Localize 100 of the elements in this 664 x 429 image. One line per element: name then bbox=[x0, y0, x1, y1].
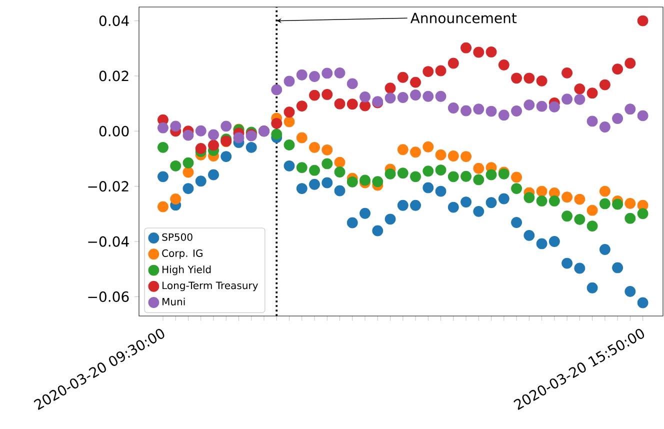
point bbox=[384, 214, 396, 225]
point bbox=[182, 157, 194, 168]
point bbox=[599, 244, 610, 255]
point bbox=[435, 149, 446, 160]
point bbox=[397, 72, 408, 83]
point bbox=[410, 171, 421, 182]
point bbox=[548, 101, 560, 112]
point bbox=[346, 98, 358, 110]
point bbox=[322, 177, 333, 188]
point bbox=[637, 297, 648, 308]
point bbox=[422, 141, 434, 152]
point bbox=[182, 130, 194, 141]
point bbox=[574, 194, 586, 205]
point bbox=[586, 282, 598, 294]
point bbox=[536, 100, 548, 112]
point bbox=[460, 170, 472, 182]
point bbox=[410, 146, 421, 158]
point bbox=[195, 143, 206, 154]
point bbox=[309, 164, 320, 176]
point bbox=[536, 75, 548, 86]
point bbox=[486, 197, 497, 208]
point bbox=[448, 171, 459, 182]
point bbox=[296, 132, 308, 144]
point bbox=[511, 106, 522, 116]
point bbox=[284, 139, 295, 150]
point bbox=[460, 151, 472, 162]
point bbox=[346, 217, 358, 228]
point bbox=[460, 105, 472, 116]
point bbox=[435, 186, 446, 197]
point bbox=[246, 142, 257, 153]
point bbox=[284, 76, 295, 87]
point bbox=[562, 192, 573, 203]
point bbox=[599, 198, 610, 210]
point bbox=[158, 201, 168, 212]
point bbox=[524, 192, 535, 204]
point bbox=[435, 90, 446, 102]
point bbox=[309, 71, 320, 82]
point bbox=[536, 238, 548, 250]
point bbox=[574, 214, 586, 225]
point bbox=[397, 92, 408, 103]
point bbox=[448, 150, 459, 162]
legend-label: High Yield bbox=[162, 266, 211, 276]
point bbox=[562, 67, 573, 78]
point bbox=[296, 183, 308, 194]
point bbox=[158, 122, 168, 134]
point bbox=[473, 206, 484, 217]
point bbox=[637, 208, 648, 220]
point bbox=[360, 174, 370, 186]
point bbox=[220, 151, 232, 162]
point bbox=[524, 72, 535, 84]
point bbox=[548, 195, 560, 206]
point bbox=[612, 198, 624, 210]
point bbox=[473, 46, 484, 58]
point bbox=[271, 128, 282, 140]
point bbox=[346, 176, 358, 188]
point bbox=[498, 59, 510, 70]
point bbox=[170, 160, 182, 172]
point bbox=[384, 168, 396, 180]
point bbox=[473, 162, 484, 174]
point bbox=[322, 158, 333, 170]
y-tick-label: −0.04 bbox=[88, 236, 129, 247]
point bbox=[296, 162, 308, 174]
point bbox=[599, 79, 610, 90]
point bbox=[170, 194, 182, 204]
point bbox=[511, 183, 522, 194]
point bbox=[612, 112, 624, 124]
point bbox=[158, 171, 168, 182]
y-tick-label: −0.02 bbox=[88, 181, 128, 192]
point bbox=[624, 286, 636, 297]
point bbox=[309, 178, 320, 190]
point bbox=[208, 140, 219, 151]
point bbox=[322, 88, 333, 100]
y-tick-label: 0.02 bbox=[99, 70, 128, 82]
point bbox=[562, 94, 573, 105]
point bbox=[460, 42, 472, 54]
point bbox=[435, 65, 446, 76]
point bbox=[511, 217, 522, 228]
point bbox=[322, 68, 333, 79]
point bbox=[473, 174, 484, 186]
point bbox=[624, 58, 636, 69]
point bbox=[233, 132, 244, 144]
point bbox=[334, 156, 346, 168]
legend-label: Muni bbox=[162, 298, 185, 306]
point bbox=[586, 116, 598, 127]
point bbox=[524, 230, 535, 241]
y-tick-label: 0.04 bbox=[99, 15, 129, 26]
point bbox=[410, 76, 421, 88]
point bbox=[511, 172, 522, 183]
point bbox=[208, 169, 219, 180]
point bbox=[524, 99, 535, 110]
point bbox=[562, 258, 573, 269]
legend-label: Long-Term Treasury bbox=[162, 282, 258, 292]
point bbox=[574, 94, 586, 105]
point bbox=[562, 210, 573, 222]
legend-label: Corp. IG bbox=[162, 249, 202, 259]
point bbox=[296, 100, 308, 112]
point bbox=[435, 164, 446, 176]
point bbox=[612, 64, 624, 75]
point bbox=[384, 92, 396, 104]
point bbox=[284, 106, 295, 118]
